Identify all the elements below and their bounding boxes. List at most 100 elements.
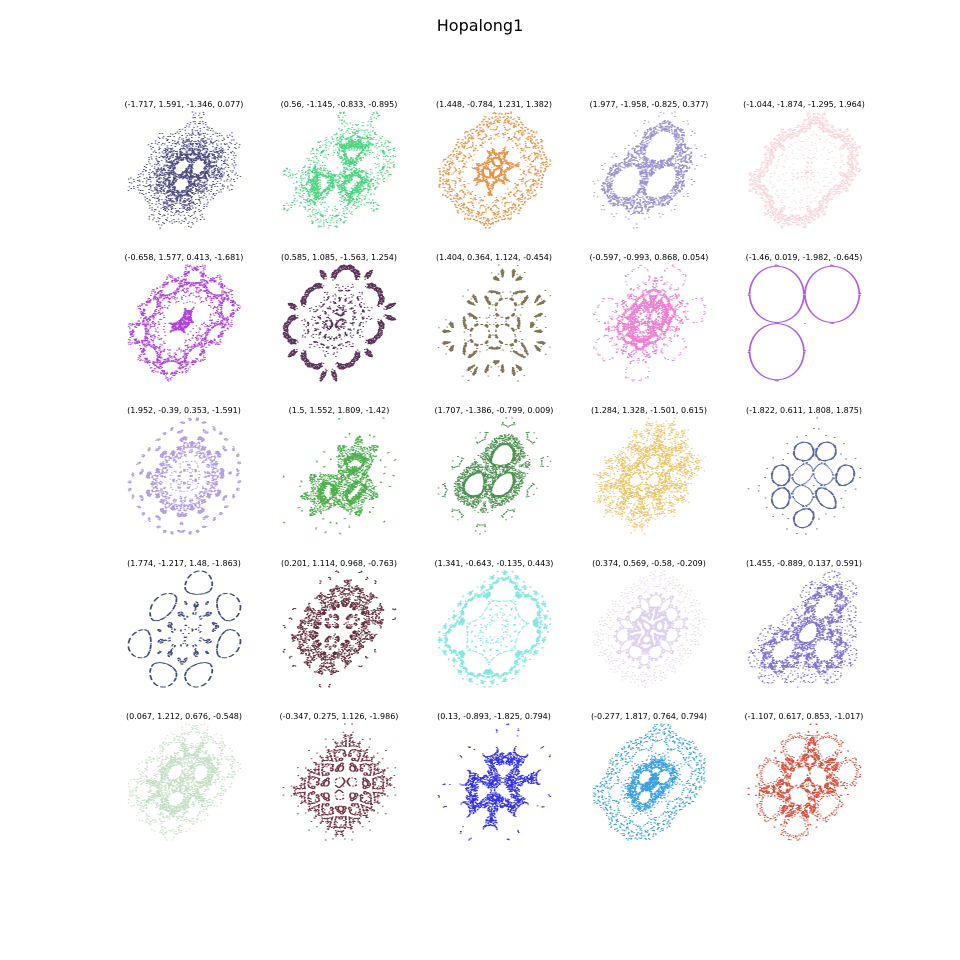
attractor-plot	[127, 723, 242, 841]
subplot-panel: (0.56, -1.145, -0.833, -0.895)	[259, 100, 419, 253]
attractor-points	[127, 570, 242, 688]
attractor-points	[747, 723, 862, 841]
attractor-points	[127, 723, 242, 841]
subplot-title: (-0.277, 1.817, 0.764, 0.794)	[591, 712, 707, 721]
attractor-points	[747, 570, 862, 688]
subplot-title: (1.952, -0.39, 0.353, -1.591)	[127, 406, 241, 415]
subplot-panel: (1.404, 0.364, 1.124, -0.454)	[414, 253, 574, 406]
subplot-panel: (1.707, -1.386, -0.799, 0.009)	[414, 406, 574, 559]
attractor-points	[282, 111, 397, 229]
attractor-plot	[127, 264, 242, 382]
attractor-plot	[282, 417, 397, 535]
subplot-title: (1.448, -0.784, 1.231, 1.382)	[436, 100, 552, 109]
subplot-panel: (0.13, -0.893, -1.825, 0.794)	[414, 712, 574, 865]
subplot-title: (0.585, 1.085, -1.563, 1.254)	[281, 253, 397, 262]
attractor-points	[437, 264, 552, 382]
attractor-points	[437, 111, 552, 229]
attractor-points	[127, 111, 242, 229]
attractor-points	[282, 417, 397, 535]
attractor-points	[282, 264, 397, 382]
attractor-points	[592, 264, 707, 382]
subplot-panel: (1.5, 1.552, 1.809, -1.42)	[259, 406, 419, 559]
subplot-panel: (0.201, 1.114, 0.968, -0.763)	[259, 559, 419, 712]
attractor-plot	[747, 264, 862, 382]
subplot-title: (-0.658, 1.577, 0.413, -1.681)	[124, 253, 244, 262]
attractor-plot	[282, 570, 397, 688]
attractor-plot	[437, 264, 552, 382]
attractor-plot	[282, 111, 397, 229]
attractor-plot	[127, 417, 242, 535]
attractor-points	[437, 723, 552, 841]
attractor-plot	[437, 417, 552, 535]
attractor-plot	[747, 723, 862, 841]
subplot-title: (0.067, 1.212, 0.676, -0.548)	[126, 712, 242, 721]
subplot-panel: (-0.658, 1.577, 0.413, -1.681)	[104, 253, 264, 406]
attractor-points	[282, 723, 397, 841]
attractor-plot	[747, 111, 862, 229]
attractor-points	[127, 264, 242, 382]
attractor-plot	[437, 111, 552, 229]
attractor-plot	[592, 417, 707, 535]
subplot-panel: (-1.46, 0.019, -1.982, -0.645)	[724, 253, 884, 406]
subplot-title: (1.774, -1.217, 1.48, -1.863)	[127, 559, 241, 568]
subplot-title: (-1.107, 0.617, 0.853, -1.017)	[744, 712, 864, 721]
subplot-panel: (1.977, -1.958, -0.825, 0.377)	[569, 100, 729, 253]
subplot-title: (1.5, 1.552, 1.809, -1.42)	[288, 406, 390, 415]
subplot-title: (-1.46, 0.019, -1.982, -0.645)	[745, 253, 863, 262]
subplot-title: (-1.044, -1.874, -1.295, 1.964)	[743, 100, 865, 109]
subplot-title: (1.707, -1.386, -0.799, 0.009)	[434, 406, 554, 415]
subplot-title: (0.13, -0.893, -1.825, 0.794)	[437, 712, 551, 721]
subplot-title: (1.404, 0.364, 1.124, -0.454)	[436, 253, 552, 262]
subplot-panel: (1.448, -0.784, 1.231, 1.382)	[414, 100, 574, 253]
subplot-panel: (-1.717, 1.591, -1.346, 0.077)	[104, 100, 264, 253]
subplot-title: (0.56, -1.145, -0.833, -0.895)	[280, 100, 398, 109]
subplot-title: (-1.717, 1.591, -1.346, 0.077)	[124, 100, 244, 109]
attractor-plot	[437, 570, 552, 688]
subplot-panel: (-0.277, 1.817, 0.764, 0.794)	[569, 712, 729, 865]
subplot-title: (0.374, 0.569, -0.58, -0.209)	[592, 559, 706, 568]
attractor-plot	[127, 570, 242, 688]
attractor-plot	[592, 264, 707, 382]
chart-title: Hopalong1	[436, 16, 524, 35]
subplot-title: (1.977, -1.958, -0.825, 0.377)	[589, 100, 709, 109]
attractor-points	[282, 570, 397, 688]
attractor-points	[747, 264, 862, 382]
subplot-panel: (-1.107, 0.617, 0.853, -1.017)	[724, 712, 884, 865]
attractor-points	[592, 570, 707, 688]
attractor-points	[747, 111, 862, 229]
subplot-panel: (1.284, 1.328, -1.501, 0.615)	[569, 406, 729, 559]
subplot-panel: (1.455, -0.889, 0.137, 0.591)	[724, 559, 884, 712]
attractor-plot	[282, 264, 397, 382]
subplot-panel: (-0.347, 0.275, 1.126, -1.986)	[259, 712, 419, 865]
subplot-panel: (0.585, 1.085, -1.563, 1.254)	[259, 253, 419, 406]
attractor-points	[747, 417, 862, 535]
attractor-points	[437, 417, 552, 535]
subplot-panel: (1.341, -0.643, -0.135, 0.443)	[414, 559, 574, 712]
attractor-points	[592, 417, 707, 535]
attractor-plot	[282, 723, 397, 841]
attractor-plot	[747, 570, 862, 688]
attractor-points	[592, 723, 707, 841]
subplot-title: (-0.347, 0.275, 1.126, -1.986)	[279, 712, 399, 721]
subplot-title: (1.284, 1.328, -1.501, 0.615)	[591, 406, 707, 415]
attractor-points	[592, 111, 707, 229]
subplot-title: (1.341, -0.643, -0.135, 0.443)	[434, 559, 554, 568]
subplot-panel: (-1.822, 0.611, 1.808, 1.875)	[724, 406, 884, 559]
attractor-points	[127, 417, 242, 535]
subplot-title: (-0.597, -0.993, 0.868, 0.054)	[589, 253, 709, 262]
attractor-points	[437, 570, 552, 688]
subplot-panel: (1.774, -1.217, 1.48, -1.863)	[104, 559, 264, 712]
attractor-plot	[437, 723, 552, 841]
subplot-panel: (-1.044, -1.874, -1.295, 1.964)	[724, 100, 884, 253]
attractor-plot	[127, 111, 242, 229]
subplot-title: (1.455, -0.889, 0.137, 0.591)	[746, 559, 862, 568]
subplot-title: (-1.822, 0.611, 1.808, 1.875)	[746, 406, 862, 415]
attractor-plot	[747, 417, 862, 535]
attractor-plot	[592, 570, 707, 688]
subplot-panel: (0.067, 1.212, 0.676, -0.548)	[104, 712, 264, 865]
subplot-panel: (1.952, -0.39, 0.353, -1.591)	[104, 406, 264, 559]
subplot-panel: (0.374, 0.569, -0.58, -0.209)	[569, 559, 729, 712]
attractor-plot	[592, 723, 707, 841]
subplot-title: (0.201, 1.114, 0.968, -0.763)	[281, 559, 397, 568]
